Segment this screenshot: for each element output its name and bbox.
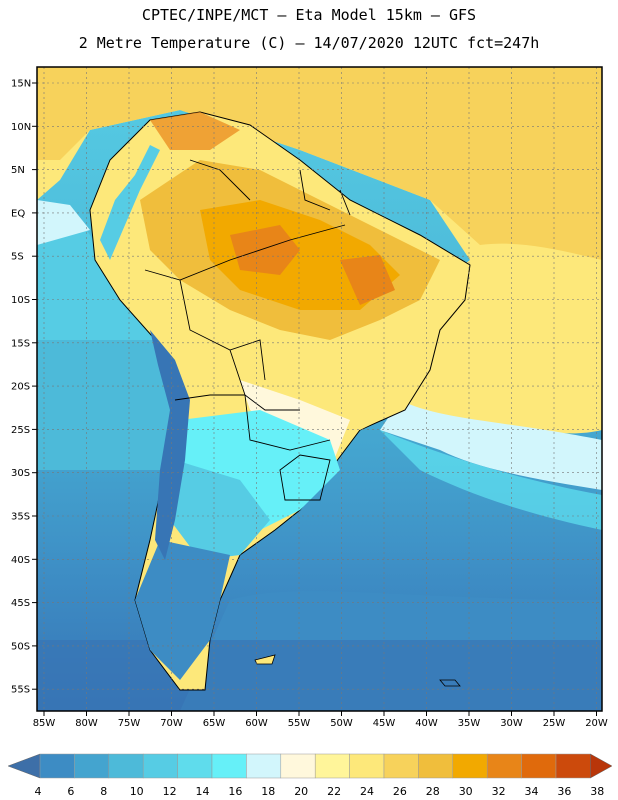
lon-label: 45W [373, 718, 396, 729]
colorbar-swatch [418, 753, 454, 779]
lat-label: 40S [11, 555, 30, 566]
lat-label: 5S [11, 252, 24, 263]
lat-label: 25S [11, 425, 30, 436]
lon-label: 35W [458, 718, 481, 729]
lat-label: 15S [11, 338, 30, 349]
colorbar-label: 36 [557, 785, 571, 798]
lon-label: 50W [330, 718, 353, 729]
colorbar-label: 4 [35, 785, 42, 798]
lon-label: 65W [203, 718, 226, 729]
colorbar-label: 38 [590, 785, 604, 798]
lon-label: 85W [33, 718, 56, 729]
lon-label: 55W [288, 718, 311, 729]
colorbar-label: 6 [67, 785, 74, 798]
colorbar-swatch [555, 753, 591, 779]
lon-label: 60W [245, 718, 268, 729]
latitude-labels: 15N 10N 5N EQ 5S 10S 15S 20S 25S 30S 35S 40S 45S 50S 5… [11, 79, 37, 696]
colorbar-label: 22 [327, 785, 341, 798]
map-frame [36, 66, 603, 712]
colorbar-swatch [142, 753, 178, 779]
colorbar-label: 16 [228, 785, 242, 798]
lon-label: 30W [500, 718, 523, 729]
lon-label: 75W [118, 718, 141, 729]
lat-label: 10N [11, 122, 31, 133]
lon-label: 70W [160, 718, 183, 729]
lat-label: 30S [11, 468, 30, 479]
graticule [37, 67, 602, 711]
colorbar-swatch [246, 753, 282, 779]
colorbar-label: 12 [163, 785, 177, 798]
longitude-labels: 85W 80W 75W 70W 65W 60W 55W 50W 45W 40W 35W 30W 25W 2… [33, 711, 608, 729]
colorbar-swatch [521, 753, 557, 779]
title-line-2: 2 Metre Temperature (C) – 14/07/2020 12U… [78, 34, 540, 52]
lat-label: 45S [11, 598, 30, 609]
colorbar-swatch [314, 753, 350, 779]
colorbar: 4 6 8 10 12 14 16 18 20 22 24 26 28 30 32 34 36 38 [7, 753, 613, 798]
colorbar-label: 28 [426, 785, 440, 798]
colorbar-label: 18 [261, 785, 275, 798]
colorbar-swatch [211, 753, 247, 779]
temperature-field [37, 67, 602, 711]
colorbar-label: 26 [393, 785, 407, 798]
lat-label: 35S [11, 512, 30, 523]
colorbar-swatch [452, 753, 488, 779]
colorbar-label: 10 [130, 785, 144, 798]
colorbar-label: 30 [459, 785, 473, 798]
colorbar-swatch [177, 753, 213, 779]
colorbar-label: 14 [196, 785, 210, 798]
colorbar-swatch [74, 753, 110, 779]
colorbar-arrow-right [590, 753, 613, 779]
south-america-landmass [89, 111, 471, 691]
lon-label: 40W [415, 718, 438, 729]
colorbar-swatch [486, 753, 522, 779]
title-line-1: CPTEC/INPE/MCT – Eta Model 15km – GFS [141, 6, 477, 24]
lat-label: 5N [11, 165, 25, 176]
lat-label: 50S [11, 641, 30, 652]
colorbar-label: 20 [294, 785, 308, 798]
lat-label: 15N [11, 79, 31, 90]
lat-label: 10S [11, 295, 30, 306]
lon-label: 80W [75, 718, 98, 729]
colorbar-label: 32 [492, 785, 506, 798]
colorbar-swatch [280, 753, 316, 779]
lat-label: EQ [11, 208, 25, 219]
lat-label: 20S [11, 382, 30, 393]
colorbar-swatch [108, 753, 144, 779]
lon-label: 20W [585, 718, 608, 729]
colorbar-swatch [39, 753, 75, 779]
colorbar-label: 24 [360, 785, 374, 798]
colorbar-swatch [383, 753, 419, 779]
colorbar-swatch [349, 753, 385, 779]
colorbar-label: 8 [100, 785, 107, 798]
lat-label: 55S [11, 685, 30, 696]
colorbar-arrow-left [7, 753, 41, 779]
colorbar-label: 34 [525, 785, 539, 798]
country-borders [144, 159, 351, 501]
lon-label: 25W [543, 718, 566, 729]
